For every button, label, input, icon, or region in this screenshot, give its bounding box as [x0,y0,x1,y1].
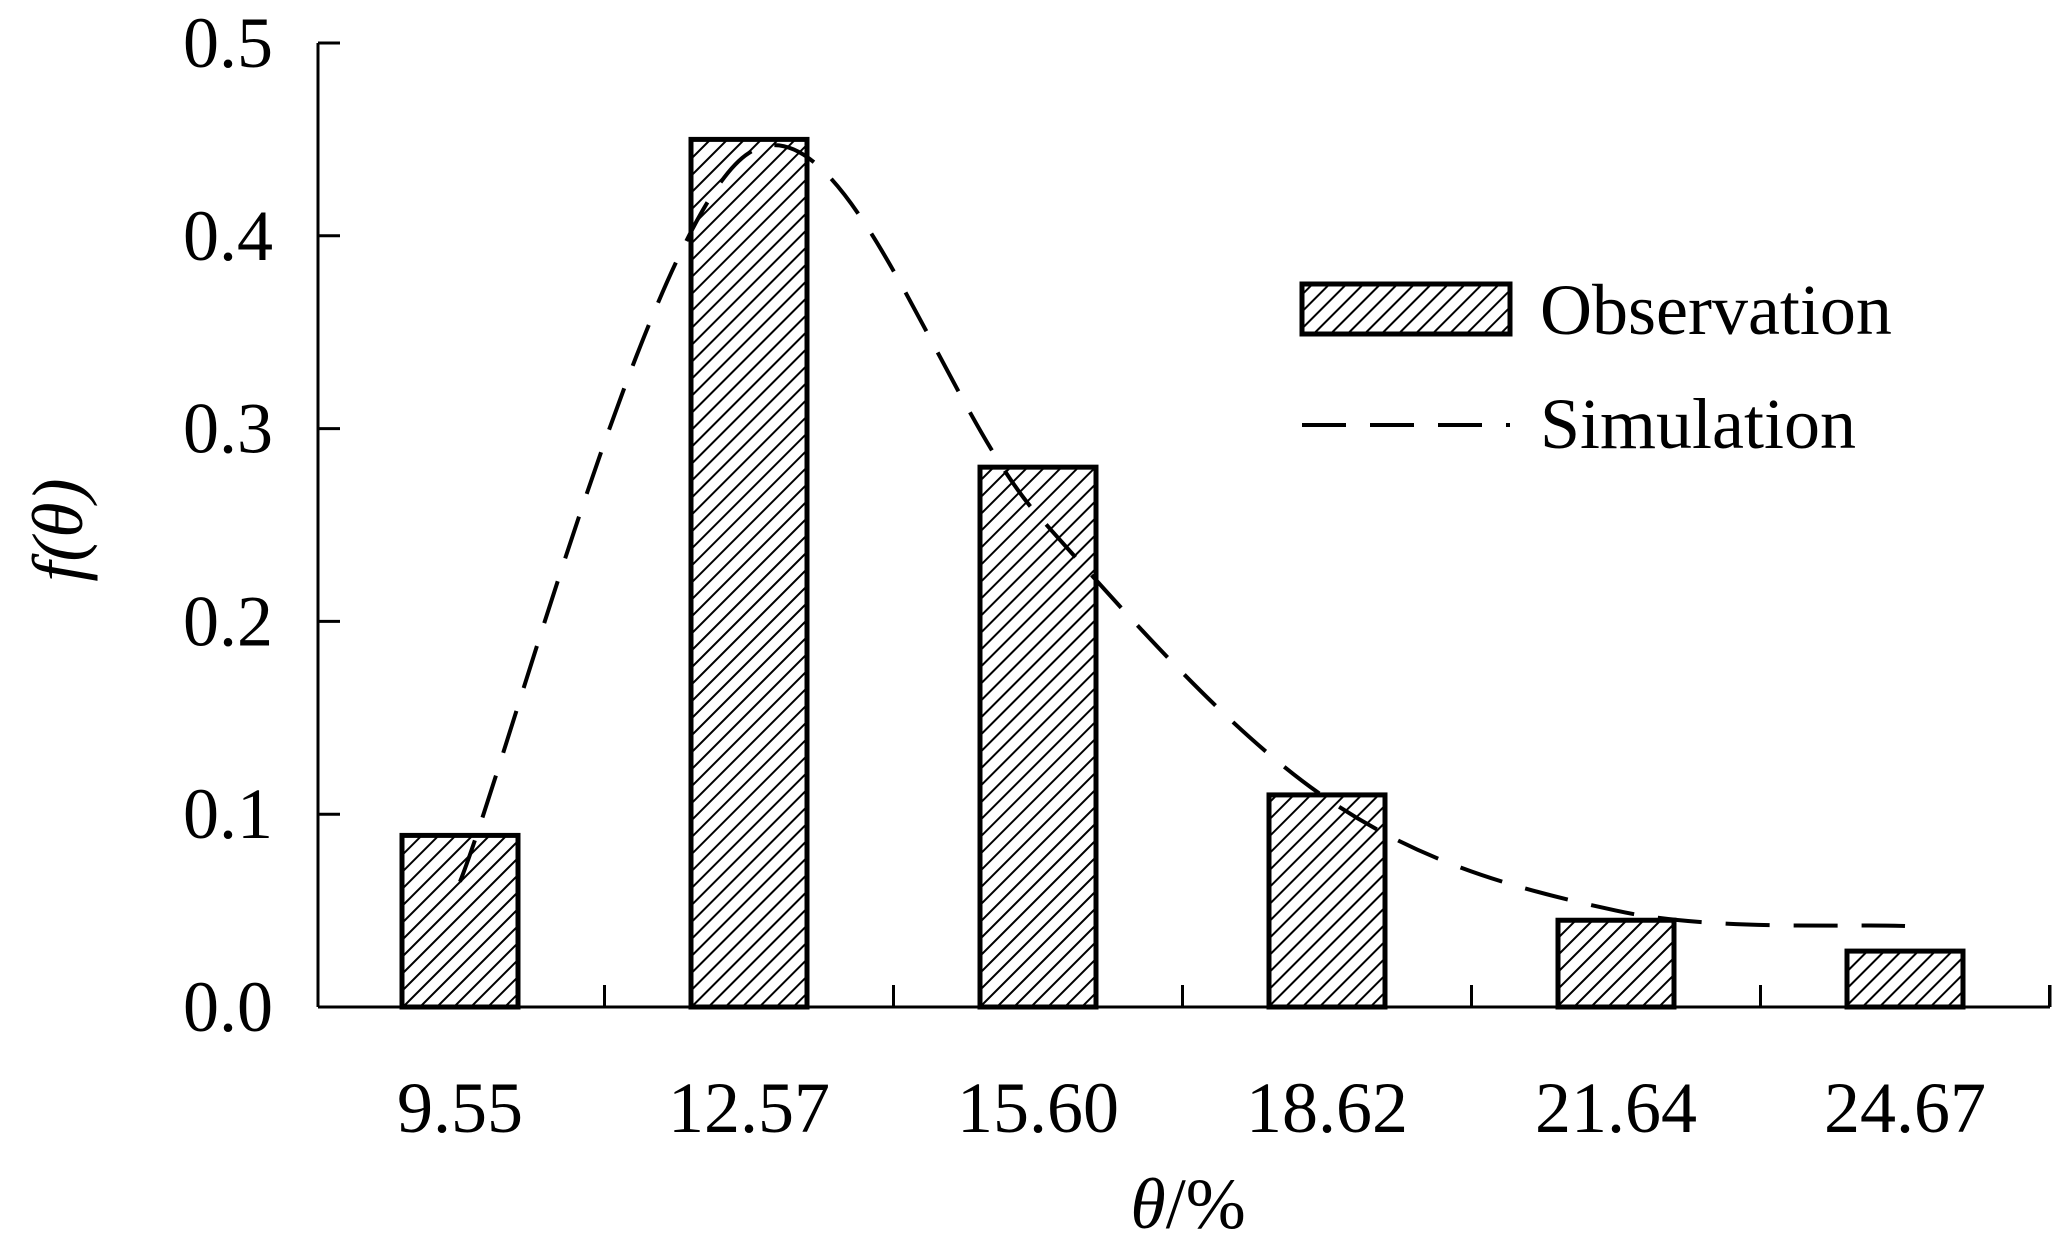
bar-observation [977,464,1099,1010]
x-tick-label: 18.62 [1246,1068,1408,1148]
bar-observation [1844,948,1966,1010]
bar-observation [1555,917,1677,1010]
y-axis-title-prefix: f( [18,534,98,582]
x-tick-label: 12.57 [668,1068,830,1148]
bar-observation [688,136,810,1010]
y-tick-label: 0.0 [183,967,273,1047]
y-tick-label: 0.2 [183,581,273,661]
bar-observation [399,832,521,1010]
y-tick-label: 0.4 [183,196,273,276]
x-axis-title-symbol: θ [1130,1164,1165,1243]
y-tick-label: 0.5 [183,3,273,83]
simulation-curve [458,143,1906,929]
y-axis-title-symbol: θ [18,502,98,537]
x-tick-group: 9.55 12.57 15.60 18.62 21.64 24.67 [397,985,2052,1148]
x-tick-label: 21.64 [1535,1068,1697,1148]
x-tick-label: 15.60 [957,1068,1119,1148]
legend: Observation Simulation [1299,270,1892,464]
x-axis-title: θ/% [1130,1164,1245,1243]
x-tick-label: 24.67 [1824,1068,1986,1148]
bar-series-observation [399,136,1966,1010]
x-axis-title-suffix: /% [1166,1164,1246,1243]
y-tick-label: 0.3 [183,389,273,469]
y-axis-title-suffix: ) [18,478,98,506]
legend-swatch-observation [1299,281,1513,337]
y-axis-title: f(θ) [18,478,98,581]
bar-observation [1266,792,1388,1010]
legend-label-simulation: Simulation [1540,384,1856,464]
line-series-simulation [458,143,1906,929]
y-tick-label: 0.1 [183,774,273,854]
y-tick-group: 0.0 0.1 0.2 0.3 0.4 0.5 [183,3,340,1047]
legend-label-observation: Observation [1540,270,1892,350]
x-tick-label: 9.55 [397,1068,523,1148]
